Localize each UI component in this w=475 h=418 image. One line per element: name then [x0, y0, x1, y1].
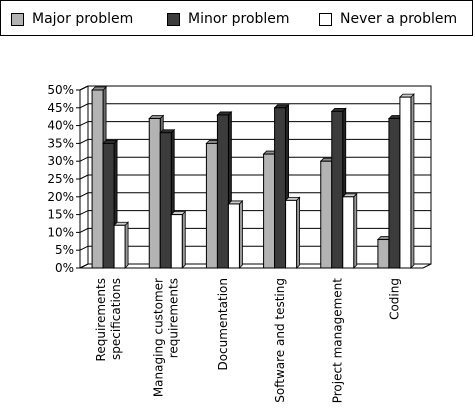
legend-swatch-major — [11, 12, 24, 26]
category-label: Requirements — [94, 278, 108, 361]
bar — [399, 96, 412, 269]
gridline — [79, 103, 431, 109]
category-label: requirements — [166, 278, 180, 358]
bar — [113, 224, 126, 269]
bar — [274, 107, 287, 269]
legend-swatch-minor — [167, 12, 180, 26]
y-tick-label: 5% — [55, 243, 74, 257]
y-tick-label: 35% — [47, 136, 74, 150]
y-tick-label: 40% — [47, 119, 74, 133]
category-label: Coding — [387, 278, 401, 320]
bar — [148, 117, 161, 269]
legend-item-never: Never a problem — [319, 10, 457, 28]
legend-item-minor: Minor problem — [167, 10, 290, 28]
y-tick-label: 15% — [47, 208, 74, 222]
bar — [331, 110, 344, 269]
category-label: Documentation — [216, 278, 230, 371]
gridline — [79, 263, 431, 269]
legend-label-never: Never a problem — [340, 11, 458, 27]
category-label: Project management — [330, 278, 344, 404]
bar — [205, 142, 218, 269]
gridline — [79, 192, 431, 198]
y-tick-label: 20% — [47, 190, 74, 204]
legend-label-major: Major problem — [32, 11, 134, 27]
legend-label-minor: Minor problem — [188, 11, 290, 27]
gridline — [79, 245, 431, 251]
gridline — [79, 174, 431, 180]
bar — [320, 160, 333, 269]
category-label: Managing customer — [151, 278, 165, 397]
bar — [159, 132, 172, 269]
y-tick-label: 45% — [47, 101, 74, 115]
y-axis-top-edge — [79, 85, 89, 91]
gridline — [79, 210, 431, 216]
y-tick-label: 25% — [47, 172, 74, 186]
y-tick-label: 30% — [47, 154, 74, 168]
gridline — [79, 156, 431, 162]
gridline — [79, 227, 431, 233]
bar — [377, 239, 390, 269]
y-tick-label: 10% — [47, 225, 74, 239]
bar — [102, 142, 115, 269]
bar — [263, 153, 276, 269]
legend-item-major: Major problem — [11, 10, 133, 28]
gridline — [79, 138, 431, 144]
bar — [285, 199, 298, 269]
bar — [342, 196, 355, 269]
bar — [227, 203, 240, 269]
y-tick-label: 0% — [55, 261, 74, 275]
legend-swatch-never — [319, 12, 332, 26]
bar — [216, 114, 229, 269]
gridline — [79, 121, 431, 127]
bar — [388, 117, 401, 269]
chart-legend: Major problem Minor problem Never a prob… — [0, 0, 473, 36]
bar — [170, 214, 183, 269]
bar — [91, 89, 104, 269]
category-label: Software and testing — [273, 278, 287, 403]
category-label: specifications — [109, 278, 123, 360]
y-tick-label: 50% — [47, 83, 74, 97]
